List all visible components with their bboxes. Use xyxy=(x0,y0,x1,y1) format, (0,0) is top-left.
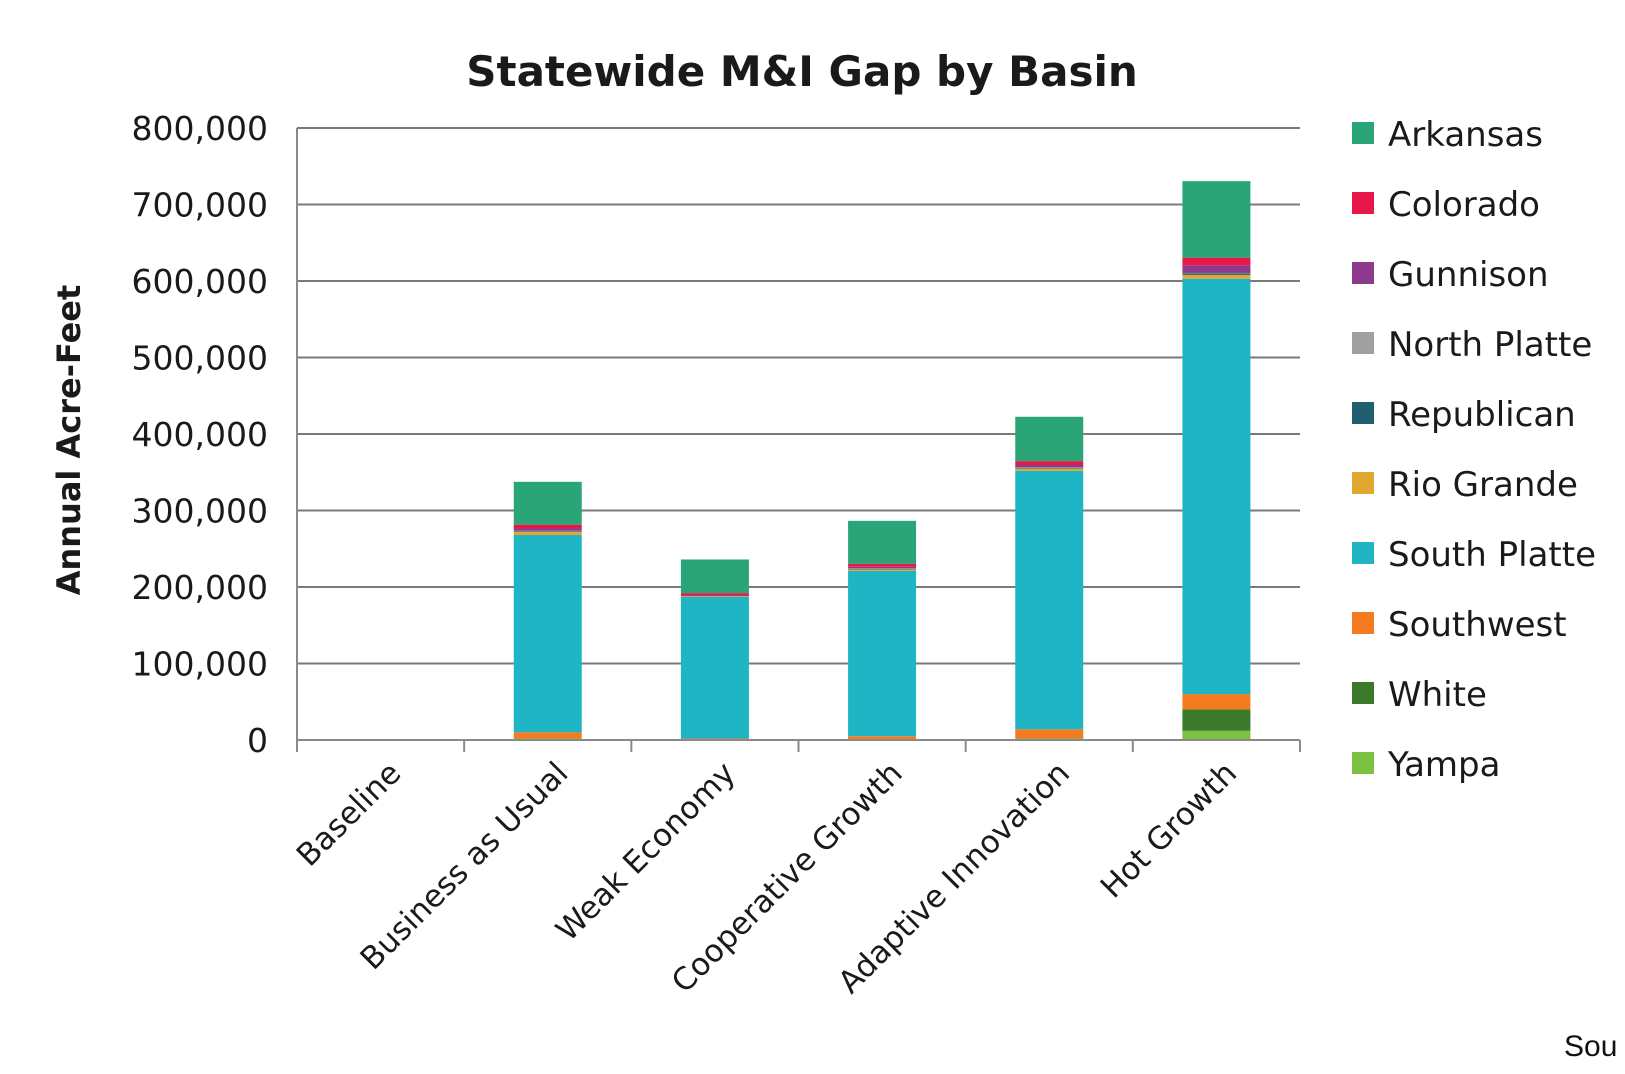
bar-yampa-hot-growth xyxy=(1182,730,1251,740)
bar-arkansas-business-as-usual xyxy=(513,481,582,525)
legend-swatch-white xyxy=(1352,682,1374,704)
y-tick-label-1: 100,000 xyxy=(132,645,268,684)
x-tick-label-5: Hot Growth xyxy=(1094,755,1244,905)
y-tick-label-8: 800,000 xyxy=(132,109,268,148)
legend-swatch-southwest xyxy=(1352,612,1374,634)
legend-swatch-yampa xyxy=(1352,752,1374,774)
bar-south-platte-adaptive-innovation xyxy=(1015,470,1084,730)
legend-swatch-gunnison xyxy=(1352,262,1374,284)
bar-gunnison-weak-economy xyxy=(680,595,749,597)
y-tick-label-0: 0 xyxy=(247,721,268,760)
y-tick-label-5: 500,000 xyxy=(132,339,268,378)
y-tick-label-7: 700,000 xyxy=(132,186,268,225)
bar-arkansas-weak-economy xyxy=(680,559,749,594)
y-tick-label-4: 400,000 xyxy=(132,415,268,454)
y-tick-labels: 0 100,000 200,000 300,000 400,000 500,000 600,… xyxy=(132,109,268,760)
y-tick-label-2: 200,000 xyxy=(132,568,268,607)
y-tick-label-3: 300,000 xyxy=(132,492,268,531)
bar-north-platte-adaptive-innovation xyxy=(1015,467,1084,468)
legend-swatch-arkansas xyxy=(1352,122,1374,144)
bar-arkansas-adaptive-innovation xyxy=(1015,416,1084,462)
bar-colorado-adaptive-innovation xyxy=(1015,461,1084,465)
legend-label-republican: Republican xyxy=(1388,395,1576,435)
bar-gunnison-adaptive-innovation xyxy=(1015,464,1084,468)
legend-label-north-platte: North Platte xyxy=(1388,325,1592,365)
bar-republican-hot-growth xyxy=(1182,273,1251,275)
bar-republican-adaptive-innovation xyxy=(1015,467,1084,469)
bar-southwest-business-as-usual xyxy=(513,732,582,739)
legend-swatch-colorado xyxy=(1352,192,1374,214)
y-tick-label-6: 600,000 xyxy=(132,262,268,301)
bar-rio-grande-weak-economy xyxy=(680,596,749,597)
legend-label-yampa: Yampa xyxy=(1387,745,1500,785)
bar-rio-grande-hot-growth xyxy=(1182,274,1251,279)
bar-gunnison-cooperative-growth xyxy=(848,566,917,569)
source-note: Sou xyxy=(1564,1030,1618,1063)
y-axis-label: Annual Acre-Feet xyxy=(50,285,88,596)
bar-rio-grande-business-as-usual xyxy=(513,531,582,535)
x-tick-label-2: Weak Economy xyxy=(549,755,742,948)
bar-republican-business-as-usual xyxy=(513,531,582,532)
legend-label-colorado: Colorado xyxy=(1388,185,1540,225)
legend-label-southwest: Southwest xyxy=(1388,605,1567,645)
legend-swatch-rio-grande xyxy=(1352,472,1374,494)
bar-southwest-cooperative-growth xyxy=(848,736,917,740)
legend-label-white: White xyxy=(1388,675,1487,715)
bar-rio-grande-adaptive-innovation xyxy=(1015,468,1084,471)
bar-south-platte-hot-growth xyxy=(1182,278,1251,695)
legend-label-south-platte: South Platte xyxy=(1388,535,1596,575)
legend-label-arkansas: Arkansas xyxy=(1388,115,1543,155)
bar-southwest-hot-growth xyxy=(1182,694,1251,710)
bar-colorado-cooperative-growth xyxy=(848,563,917,567)
bar-colorado-hot-growth xyxy=(1182,257,1251,266)
bar-north-platte-hot-growth xyxy=(1182,272,1251,274)
bar-colorado-business-as-usual xyxy=(513,524,582,529)
legend-swatch-north-platte xyxy=(1352,332,1374,354)
legend-swatch-republican xyxy=(1352,402,1374,424)
bar-north-platte-business-as-usual xyxy=(513,530,582,532)
bar-rio-grande-cooperative-growth xyxy=(848,569,917,571)
bar-white-hot-growth xyxy=(1182,709,1251,731)
chart-title: Statewide M&I Gap by Basin xyxy=(466,47,1138,96)
grid-lines xyxy=(297,127,1300,741)
bars xyxy=(513,181,1251,740)
bar-north-platte-cooperative-growth xyxy=(848,568,917,569)
legend-label-rio-grande: Rio Grande xyxy=(1388,465,1578,505)
bar-south-platte-cooperative-growth xyxy=(848,570,917,737)
bar-colorado-weak-economy xyxy=(680,593,749,596)
bar-south-platte-business-as-usual xyxy=(513,534,582,733)
x-tick-label-0: Baseline xyxy=(290,755,408,873)
bar-gunnison-business-as-usual xyxy=(513,528,582,531)
legend-label-gunnison: Gunnison xyxy=(1388,255,1549,295)
axes xyxy=(296,128,1301,752)
legend-swatch-south-platte xyxy=(1352,542,1374,564)
bar-arkansas-hot-growth xyxy=(1182,181,1251,258)
bar-arkansas-cooperative-growth xyxy=(848,520,917,564)
bar-south-platte-weak-economy xyxy=(680,596,749,739)
bar-southwest-adaptive-innovation xyxy=(1015,729,1084,739)
legend: Arkansas Colorado Gunnison North Platte Repu… xyxy=(1352,115,1596,785)
bar-gunnison-hot-growth xyxy=(1182,265,1251,273)
bar-republican-cooperative-growth xyxy=(848,568,917,570)
